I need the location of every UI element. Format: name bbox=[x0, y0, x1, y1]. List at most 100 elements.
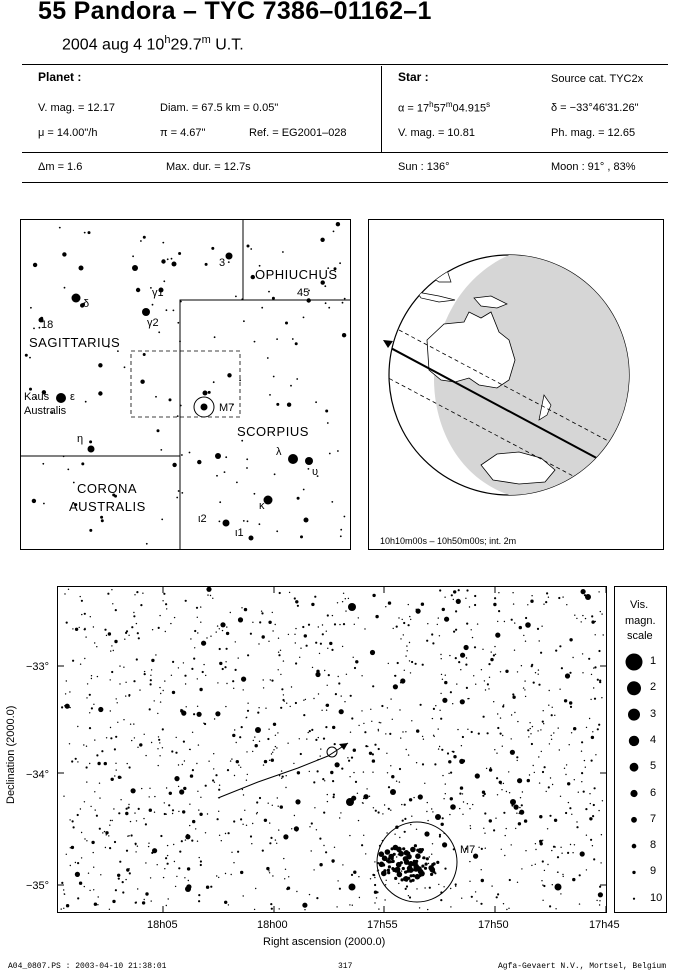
finder-star bbox=[246, 244, 250, 248]
chart-star bbox=[527, 604, 529, 606]
chart-star bbox=[141, 787, 143, 790]
chart-star bbox=[145, 862, 147, 864]
m7-star bbox=[378, 861, 385, 868]
chart-star bbox=[171, 812, 174, 815]
chart-star bbox=[337, 880, 339, 882]
chart-star bbox=[125, 811, 129, 816]
chart-star bbox=[555, 908, 557, 910]
m7-star bbox=[410, 846, 416, 853]
finder-star bbox=[315, 401, 317, 404]
chart-star bbox=[174, 885, 177, 888]
chart-star bbox=[195, 606, 199, 609]
chart-star bbox=[131, 626, 134, 629]
chart-star bbox=[69, 847, 71, 849]
m7-star bbox=[394, 876, 398, 880]
chart-star bbox=[538, 640, 540, 642]
chart-star bbox=[566, 604, 568, 606]
chart-star bbox=[563, 699, 568, 703]
chart-star bbox=[455, 628, 458, 631]
chart-star bbox=[210, 885, 213, 888]
chart-star bbox=[562, 873, 564, 876]
chart-star bbox=[111, 589, 113, 591]
chart-star bbox=[314, 595, 317, 598]
chart-star bbox=[450, 906, 452, 908]
chart-star bbox=[281, 688, 284, 691]
chart-star bbox=[492, 654, 495, 657]
chart-star bbox=[270, 753, 273, 755]
chart-star bbox=[308, 893, 311, 896]
chart-star bbox=[541, 625, 543, 627]
chart-star bbox=[400, 638, 402, 640]
label-delta: δ bbox=[83, 298, 90, 310]
boundary-ophiuchus bbox=[179, 220, 244, 549]
chart-star bbox=[438, 883, 440, 886]
chart-star bbox=[274, 839, 277, 841]
chart-star bbox=[93, 866, 95, 868]
scale-title-magn: magn. bbox=[625, 615, 656, 627]
chart-star bbox=[249, 835, 253, 838]
chart-star bbox=[589, 802, 591, 805]
chart-star bbox=[601, 613, 603, 615]
chart-star bbox=[489, 767, 492, 769]
chart-star bbox=[368, 751, 373, 755]
chart-star bbox=[592, 815, 595, 818]
asteroid-path-arrowhead bbox=[339, 743, 348, 750]
chart-star bbox=[530, 665, 533, 668]
occulted-star-marker bbox=[326, 746, 338, 758]
chart-star bbox=[114, 775, 116, 777]
chart-star bbox=[407, 624, 410, 627]
m7-star bbox=[405, 876, 409, 880]
chart-star bbox=[244, 809, 246, 811]
chart-star bbox=[579, 851, 585, 857]
chart-star bbox=[582, 790, 585, 793]
chart-star bbox=[287, 633, 290, 636]
chart-star bbox=[201, 670, 204, 674]
chart-star bbox=[462, 813, 464, 815]
chart-star bbox=[471, 636, 474, 639]
chart-star bbox=[501, 745, 503, 747]
chart-star bbox=[173, 860, 176, 863]
chart-star bbox=[68, 743, 71, 745]
chart-star bbox=[129, 820, 132, 823]
finder-star bbox=[178, 252, 182, 255]
chart-star bbox=[254, 744, 258, 748]
chart-star bbox=[378, 721, 380, 724]
chart-star bbox=[466, 622, 469, 625]
finder-star bbox=[29, 356, 31, 359]
chart-star bbox=[592, 803, 595, 807]
chart-star bbox=[348, 759, 351, 762]
chart-star bbox=[427, 819, 429, 822]
chart-star bbox=[270, 907, 273, 910]
chart-star bbox=[289, 705, 291, 708]
chart-star bbox=[573, 779, 575, 781]
chart-star bbox=[460, 669, 462, 671]
chart-star bbox=[411, 660, 414, 664]
chart-star bbox=[85, 766, 88, 769]
chart-star bbox=[426, 639, 429, 642]
scale-dot-mag-2 bbox=[627, 681, 641, 696]
chart-star bbox=[302, 625, 305, 629]
finder-star bbox=[32, 262, 38, 268]
chart-star bbox=[593, 697, 597, 700]
chart-star bbox=[497, 620, 499, 623]
label-ophiuchus: OPHIUCHUS bbox=[255, 267, 338, 282]
chart-star bbox=[125, 681, 127, 683]
scale-label-mag-7: 7 bbox=[650, 812, 657, 825]
finder-star bbox=[296, 496, 300, 500]
chart-star bbox=[133, 611, 135, 614]
chart-star bbox=[350, 756, 354, 759]
chart-star bbox=[338, 682, 341, 685]
chart-star bbox=[536, 627, 540, 630]
chart-star bbox=[399, 709, 401, 711]
finder-star bbox=[225, 456, 228, 459]
chart-star bbox=[327, 674, 330, 677]
chart-star bbox=[394, 833, 396, 835]
finder-star bbox=[258, 264, 261, 267]
chart-star bbox=[441, 748, 444, 751]
chart-star bbox=[559, 795, 562, 797]
chart-star bbox=[133, 680, 136, 683]
chart-star bbox=[252, 621, 254, 623]
chart-star bbox=[125, 807, 128, 810]
chart-star bbox=[543, 603, 545, 605]
scale-dot-mag-8 bbox=[631, 843, 637, 849]
